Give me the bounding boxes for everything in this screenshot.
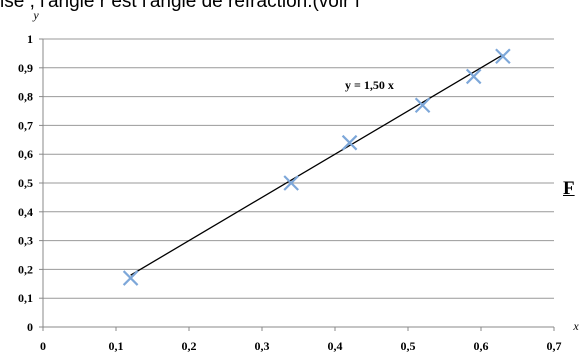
data-points bbox=[122, 48, 511, 286]
data-point-3 bbox=[414, 97, 431, 114]
x-tick-label-2: 0,2 bbox=[182, 339, 197, 353]
x-tick-label-1: 0,1 bbox=[109, 339, 124, 353]
y-tick-label-5: 0,5 bbox=[18, 176, 33, 190]
x-tick-label-5: 0,5 bbox=[401, 339, 416, 353]
data-point-1 bbox=[283, 175, 299, 191]
trendline-group bbox=[130, 54, 504, 276]
y-tick-label-3: 0,3 bbox=[18, 234, 33, 248]
y-tick-label-7: 0,7 bbox=[18, 118, 33, 132]
trendline bbox=[130, 54, 504, 276]
y-tick-label-10: 1 bbox=[27, 32, 33, 46]
grid-lines bbox=[43, 38, 554, 299]
x-axis-label: x bbox=[572, 319, 579, 333]
y-tick-label-4: 0,4 bbox=[18, 205, 33, 219]
y-tick-label-9: 0,9 bbox=[18, 61, 33, 75]
context-text-side: F bbox=[563, 178, 575, 199]
y-tick-label-1: 0,1 bbox=[18, 291, 33, 305]
data-point-5 bbox=[495, 48, 511, 65]
data-point-0 bbox=[122, 270, 139, 286]
x-tick-label-0: 0 bbox=[40, 339, 46, 353]
y-tick-label-2: 0,2 bbox=[18, 262, 33, 276]
data-point-4 bbox=[465, 68, 482, 85]
y-tick-label-0: 0 bbox=[27, 320, 33, 334]
x-tick-label-6: 0,6 bbox=[474, 339, 489, 353]
axes bbox=[39, 38, 555, 331]
data-point-1-stroke-b bbox=[283, 175, 299, 191]
x-tick-label-4: 0,4 bbox=[328, 339, 343, 353]
y-tick-label-8: 0,8 bbox=[18, 90, 33, 104]
data-point-2 bbox=[341, 134, 358, 151]
x-tick-label-3: 0,3 bbox=[255, 339, 270, 353]
data-point-0-stroke-b bbox=[122, 270, 139, 286]
x-tick-labels: 0 0,1 0,2 0,3 0,4 0,5 0,6 0,7 bbox=[40, 339, 562, 353]
data-point-3-stroke-b bbox=[414, 97, 431, 114]
data-point-4-stroke-b bbox=[465, 68, 482, 85]
data-point-2-stroke-b bbox=[341, 134, 358, 151]
data-point-5-stroke-b bbox=[495, 48, 511, 65]
y-tick-label-6: 0,6 bbox=[18, 147, 33, 161]
context-text-top: ise , l'angle r est l'angle de réfractio… bbox=[0, 0, 360, 12]
x-tick-label-7: 0,7 bbox=[547, 339, 562, 353]
trendline-equation-label: y = 1,50 x bbox=[345, 78, 394, 92]
y-tick-labels: 0 0,1 0,2 0,3 0,4 0,5 0,6 0,7 0,8 0,9 1 bbox=[18, 32, 33, 334]
y-axis-label: y bbox=[32, 8, 39, 22]
chart-labels: y x y = 1,50 x bbox=[32, 8, 579, 333]
